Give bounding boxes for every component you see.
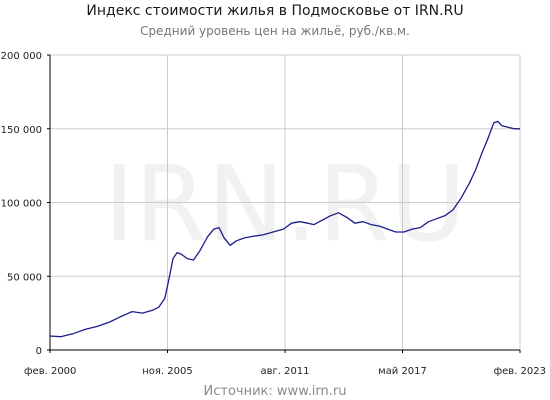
y-tick-label: 100 000: [1, 199, 42, 210]
y-tick-label: 50 000: [7, 272, 42, 283]
chart-subtitle: Средний уровень цен на жильё, руб./кв.м.: [140, 24, 410, 38]
y-tick-label: 200 000: [1, 51, 42, 62]
x-tick-label: авг. 2011: [260, 366, 309, 377]
x-tick-label: фев. 2000: [24, 366, 76, 377]
x-tick-label: май 2017: [378, 366, 427, 377]
x-tick-label: ноя. 2005: [142, 366, 192, 377]
source-caption: Источник: www.irn.ru: [203, 384, 347, 399]
chart-title: Индекс стоимости жилья в Подмосковье от …: [86, 3, 464, 19]
y-tick-label: 0: [36, 346, 42, 357]
series-line: [49, 120, 520, 338]
y-tick-label: 150 000: [1, 125, 42, 136]
x-tick-label: фев. 2023: [494, 366, 546, 377]
